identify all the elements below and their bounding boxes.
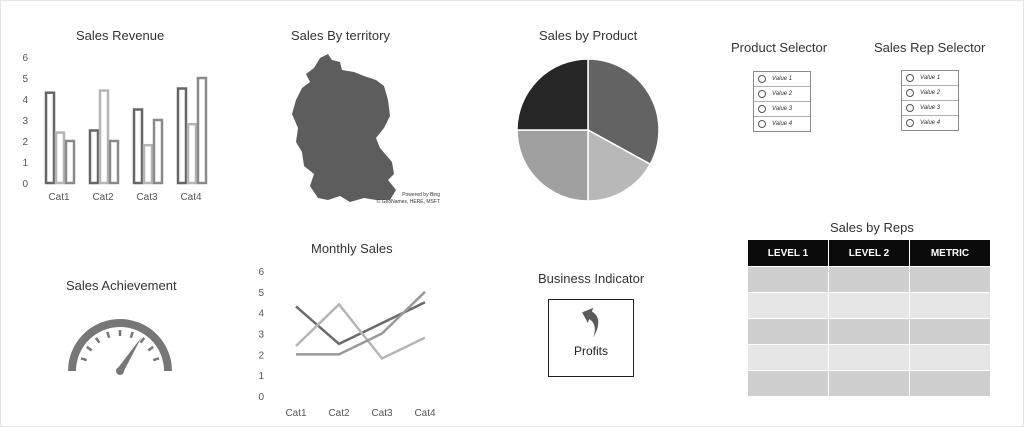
radio-icon[interactable]: [906, 74, 914, 82]
table-row: [747, 370, 991, 397]
y-tick-label: 2: [258, 350, 264, 361]
x-tick-label: Cat4: [414, 408, 436, 419]
sales-achievement-gauge: [68, 319, 172, 375]
y-tick-label: 2: [22, 137, 28, 148]
radio-icon[interactable]: [758, 120, 766, 128]
y-tick-label: 4: [22, 95, 28, 106]
bar: [152, 118, 164, 185]
y-tick-label: 0: [258, 392, 264, 403]
y-tick-label: 0: [22, 179, 28, 190]
map-attribution-powered: Powered by Bing: [402, 192, 440, 198]
y-tick-label: 3: [258, 330, 264, 341]
business-indicator-card[interactable]: Profits: [548, 299, 634, 377]
x-tick-label: Cat1: [48, 192, 70, 203]
product-option[interactable]: Value 3: [754, 102, 810, 117]
radio-icon[interactable]: [758, 90, 766, 98]
gauge-needle: [117, 337, 142, 373]
rep-option[interactable]: Value 2: [902, 86, 958, 101]
x-tick-label: Cat1: [285, 408, 307, 419]
x-tick-label: Cat3: [371, 408, 393, 419]
bar: [44, 91, 56, 185]
gauge-arc: [68, 319, 172, 372]
y-tick-label: 6: [258, 267, 264, 278]
series-line: [296, 290, 426, 356]
column-header[interactable]: METRIC: [909, 239, 991, 267]
germany-shape: [292, 54, 396, 202]
pie-slice: [516, 58, 589, 131]
product-option[interactable]: Value 2: [754, 87, 810, 102]
bar: [132, 108, 144, 185]
product-option[interactable]: Value 4: [754, 117, 810, 131]
table-row: [747, 344, 991, 371]
rep-option[interactable]: Value 4: [902, 116, 958, 130]
map-attribution-sources: © GeoNames, HERE, MSFT: [376, 199, 440, 205]
radio-icon[interactable]: [758, 105, 766, 113]
gauge-tick: [152, 357, 160, 362]
gauge-tick: [147, 345, 154, 352]
y-tick-label: 3: [22, 116, 28, 127]
radio-icon[interactable]: [906, 104, 914, 112]
y-tick-label: 1: [258, 371, 264, 382]
column-header[interactable]: LEVEL 1: [747, 239, 829, 267]
sales-product-title: Sales by Product: [539, 28, 638, 43]
sales-territory-title: Sales By territory: [291, 28, 390, 43]
gauge-tick: [86, 345, 93, 352]
radio-icon[interactable]: [758, 75, 766, 83]
bar: [142, 143, 154, 185]
sales-product-pie-chart: [516, 58, 660, 202]
sales-revenue-title: Sales Revenue: [76, 28, 165, 43]
gauge-tick: [94, 337, 101, 344]
x-tick-label: Cat4: [180, 192, 202, 203]
y-tick-label: 1: [22, 158, 28, 169]
bar: [54, 131, 66, 185]
gauge-tick: [106, 331, 111, 339]
product-option[interactable]: Value 1: [754, 72, 810, 87]
x-tick-label: Cat3: [136, 192, 158, 203]
monthly-sales-title: Monthly Sales: [311, 241, 393, 256]
rep-option[interactable]: Value 3: [902, 101, 958, 116]
bar: [88, 129, 100, 185]
radio-icon[interactable]: [906, 89, 914, 97]
bar: [196, 76, 208, 185]
series-line: [295, 301, 426, 346]
sales-rep-selector-title: Sales Rep Selector: [874, 40, 986, 55]
bar: [98, 89, 110, 185]
indicator-label: Profits: [573, 344, 608, 358]
rep-option[interactable]: Value 1: [902, 71, 958, 86]
bar: [176, 87, 188, 185]
sales-revenue-chart: 0 1 2 3 4 5 6 Cat1 Cat2 Cat3 Cat4: [22, 53, 208, 203]
bar: [186, 122, 198, 185]
gauge-hub: [116, 367, 124, 375]
y-tick-label: 6: [22, 53, 28, 64]
y-tick-label: 5: [22, 74, 28, 85]
table-row: [747, 292, 991, 319]
bar: [108, 139, 120, 185]
sales-by-reps-table: LEVEL 1 LEVEL 2 METRIC: [747, 239, 991, 397]
pie-slice: [587, 128, 652, 202]
pie-slice: [587, 58, 660, 166]
gauge-tick: [80, 357, 88, 362]
table-row: [747, 318, 991, 345]
x-tick-label: Cat2: [328, 408, 350, 419]
column-header[interactable]: LEVEL 2: [828, 239, 910, 267]
business-indicator-title: Business Indicator: [538, 271, 645, 286]
gauge-tick: [139, 337, 146, 344]
y-tick-label: 4: [258, 309, 264, 320]
gauge-tick: [129, 331, 134, 339]
table-row: [747, 266, 991, 293]
germany-map: [292, 54, 396, 202]
radio-icon[interactable]: [906, 119, 914, 127]
product-selector-title: Product Selector: [731, 40, 828, 55]
monthly-sales-chart: 0 1 2 3 4 5 6 Cat1 Cat2 Cat3 Cat4: [258, 267, 436, 419]
sales-achievement-title: Sales Achievement: [66, 278, 177, 293]
series-line: [295, 302, 426, 361]
sales-by-reps-title: Sales by Reps: [830, 220, 914, 235]
y-tick-label: 5: [258, 288, 264, 299]
x-tick-label: Cat2: [92, 192, 114, 203]
curved-up-arrow-icon: [582, 308, 599, 338]
bar: [64, 139, 76, 185]
product-selector[interactable]: Value 1 Value 2 Value 3 Value 4: [753, 71, 811, 132]
sales-rep-selector[interactable]: Value 1 Value 2 Value 3 Value 4: [901, 70, 959, 131]
pie-slice: [516, 129, 589, 202]
